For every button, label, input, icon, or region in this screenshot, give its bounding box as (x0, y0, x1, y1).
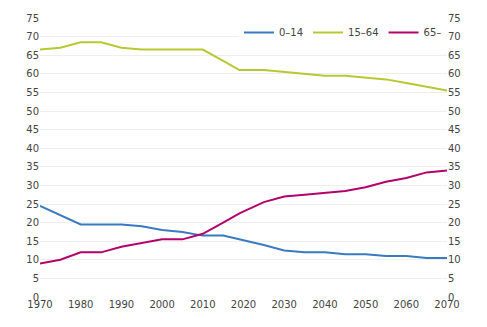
svg-text:30: 30 (26, 180, 39, 191)
svg-text:0: 0 (448, 292, 454, 303)
svg-text:40: 40 (26, 143, 39, 154)
svg-text:55: 55 (26, 87, 39, 98)
svg-text:5: 5 (33, 273, 39, 284)
svg-text:1980: 1980 (68, 299, 93, 310)
svg-text:50: 50 (448, 106, 461, 117)
svg-text:1970: 1970 (27, 299, 52, 310)
svg-text:10: 10 (448, 254, 461, 265)
svg-text:1990: 1990 (109, 299, 134, 310)
svg-text:35: 35 (26, 161, 39, 172)
svg-text:75: 75 (448, 13, 461, 24)
svg-text:2070: 2070 (434, 299, 459, 310)
svg-text:2020: 2020 (231, 299, 256, 310)
svg-text:15: 15 (448, 236, 461, 247)
svg-text:45: 45 (448, 124, 461, 135)
svg-text:70: 70 (26, 31, 39, 42)
svg-text:2040: 2040 (312, 299, 337, 310)
svg-text:15–64: 15–64 (348, 27, 378, 38)
svg-text:2010: 2010 (190, 299, 215, 310)
svg-text:55: 55 (448, 87, 461, 98)
svg-text:2060: 2060 (394, 299, 419, 310)
svg-text:65: 65 (448, 50, 461, 61)
svg-text:30: 30 (448, 180, 461, 191)
svg-text:50: 50 (26, 106, 39, 117)
svg-text:25: 25 (26, 199, 39, 210)
svg-text:5: 5 (448, 273, 454, 284)
svg-text:25: 25 (448, 199, 461, 210)
svg-text:45: 45 (26, 124, 39, 135)
svg-text:60: 60 (26, 68, 39, 79)
svg-text:2000: 2000 (149, 299, 174, 310)
svg-text:2030: 2030 (271, 299, 296, 310)
svg-text:70: 70 (448, 31, 461, 42)
svg-text:65–: 65– (424, 27, 442, 38)
svg-text:75: 75 (26, 13, 39, 24)
svg-text:20: 20 (26, 217, 39, 228)
svg-text:20: 20 (448, 217, 461, 228)
svg-text:60: 60 (448, 68, 461, 79)
svg-text:2050: 2050 (353, 299, 378, 310)
svg-text:15: 15 (26, 236, 39, 247)
svg-text:10: 10 (26, 254, 39, 265)
svg-text:40: 40 (448, 143, 461, 154)
svg-text:35: 35 (448, 161, 461, 172)
svg-text:0–14: 0–14 (279, 27, 303, 38)
svg-text:65: 65 (26, 50, 39, 61)
svg-text:0: 0 (33, 292, 39, 303)
